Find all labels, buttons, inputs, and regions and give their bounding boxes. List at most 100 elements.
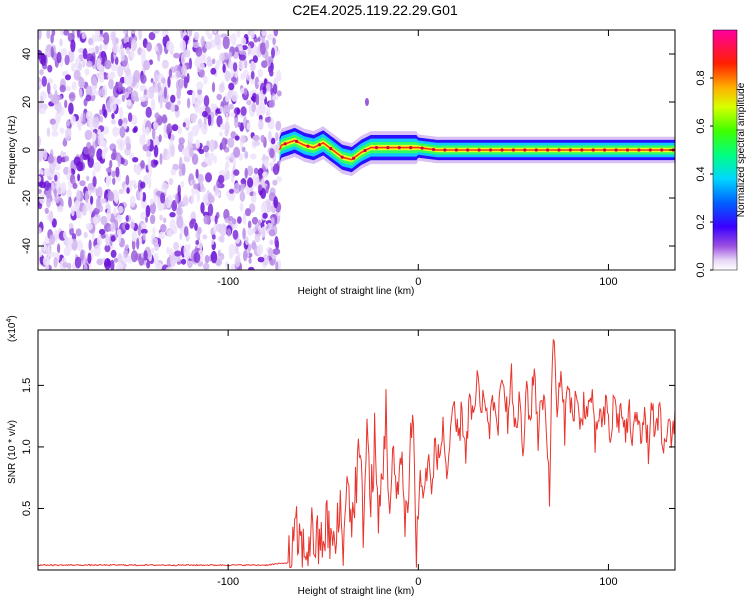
noise-speckle (49, 162, 56, 174)
noise-speckle (50, 46, 54, 59)
noise-speckle (46, 30, 51, 39)
noise-speckle (178, 137, 185, 145)
noise-speckle (130, 221, 135, 229)
noise-speckle (167, 76, 171, 88)
signal-peak-dot (489, 148, 493, 152)
noise-speckle (98, 88, 105, 97)
noise-speckle (217, 174, 225, 184)
noise-speckle (234, 255, 241, 268)
noise-speckle (117, 155, 121, 168)
signal-peak-dot (546, 148, 550, 152)
noise-speckle (220, 123, 226, 130)
noise-speckle (260, 201, 268, 215)
noise-speckle (85, 85, 93, 98)
noise-speckle (212, 58, 216, 65)
noise-speckle (113, 257, 119, 263)
noise-speckle (236, 107, 240, 115)
noise-speckle (209, 139, 216, 152)
noise-speckle (100, 215, 108, 226)
noise-speckle (141, 223, 147, 230)
noise-speckle (216, 93, 222, 101)
noise-speckle (92, 116, 100, 129)
noise-speckle (39, 69, 44, 76)
noise-speckle (265, 39, 270, 50)
noise-speckle (243, 87, 248, 96)
noise-speckle (128, 73, 133, 85)
noise-speckle (118, 188, 125, 194)
noise-speckle (276, 90, 282, 97)
noise-speckle (149, 214, 156, 225)
noise-speckle (47, 155, 55, 164)
noise-speckle (101, 150, 106, 160)
noise-speckle (169, 248, 174, 256)
noise-speckle (96, 258, 104, 266)
noise-speckle (82, 112, 86, 125)
noise-speckle (88, 239, 92, 251)
noise-speckle (216, 115, 223, 128)
noise-speckle (262, 171, 269, 178)
y-tick-label: -40 (21, 238, 33, 254)
noise-speckle (195, 46, 203, 57)
noise-speckle (121, 94, 126, 103)
signal-peak-dot (352, 156, 356, 160)
noise-speckle (115, 127, 121, 136)
noise-speckle (261, 30, 267, 37)
noise-speckle (120, 51, 125, 62)
noise-speckle (92, 176, 97, 188)
noise-speckle (189, 147, 194, 158)
noise-speckle (124, 244, 129, 250)
noise-speckle (207, 203, 214, 217)
snr-x-axis-label: Height of straight line (km) (298, 586, 415, 597)
noise-speckle (84, 68, 90, 76)
noise-speckle (59, 38, 63, 47)
noise-speckle (112, 148, 117, 161)
noise-speckle (193, 31, 200, 41)
noise-speckle (250, 30, 255, 39)
noise-speckle (111, 119, 116, 125)
y-tick-label: -20 (21, 190, 33, 206)
noise-speckle (234, 244, 239, 255)
noise-speckle (224, 129, 229, 137)
noise-speckle (264, 49, 269, 62)
noise-speckle (130, 30, 136, 34)
noise-speckle (105, 167, 112, 173)
noise-speckle (79, 153, 84, 163)
noise-speckle (146, 41, 153, 52)
signal-peak-dot (295, 139, 299, 143)
noise-speckle (153, 122, 159, 130)
noise-speckle (244, 167, 248, 179)
signal-peak-dot (500, 148, 504, 152)
noise-speckle (40, 243, 48, 255)
noise-speckle (202, 195, 209, 205)
noise-speckle (140, 74, 147, 84)
noise-speckle (133, 125, 138, 133)
noise-speckle (102, 32, 110, 45)
noise-speckle (200, 202, 205, 214)
noise-speckle (53, 188, 58, 198)
noise-speckle (242, 212, 247, 225)
noise-speckle (204, 255, 210, 264)
noise-speckle (84, 190, 89, 204)
noise-speckle (199, 68, 205, 78)
noise-speckle (268, 229, 276, 237)
noise-speckle (262, 212, 268, 219)
noise-speckle (82, 59, 86, 68)
signal-peak-dot (534, 148, 538, 152)
signal-peak-dot (317, 143, 321, 147)
noise-speckle (233, 182, 241, 194)
noise-speckle (176, 70, 181, 78)
noise-speckle (98, 71, 105, 84)
noise-speckle (114, 96, 119, 104)
noise-speckle (69, 227, 74, 236)
noise-speckle (259, 102, 265, 114)
noise-speckle (272, 37, 276, 46)
noise-speckle (252, 174, 259, 187)
noise-speckle (131, 230, 137, 242)
noise-speckle (212, 103, 218, 110)
noise-speckle (130, 114, 138, 126)
isolated-blob (364, 98, 369, 106)
noise-speckle (75, 240, 83, 251)
noise-speckle (257, 256, 265, 263)
noise-speckle (111, 113, 115, 120)
